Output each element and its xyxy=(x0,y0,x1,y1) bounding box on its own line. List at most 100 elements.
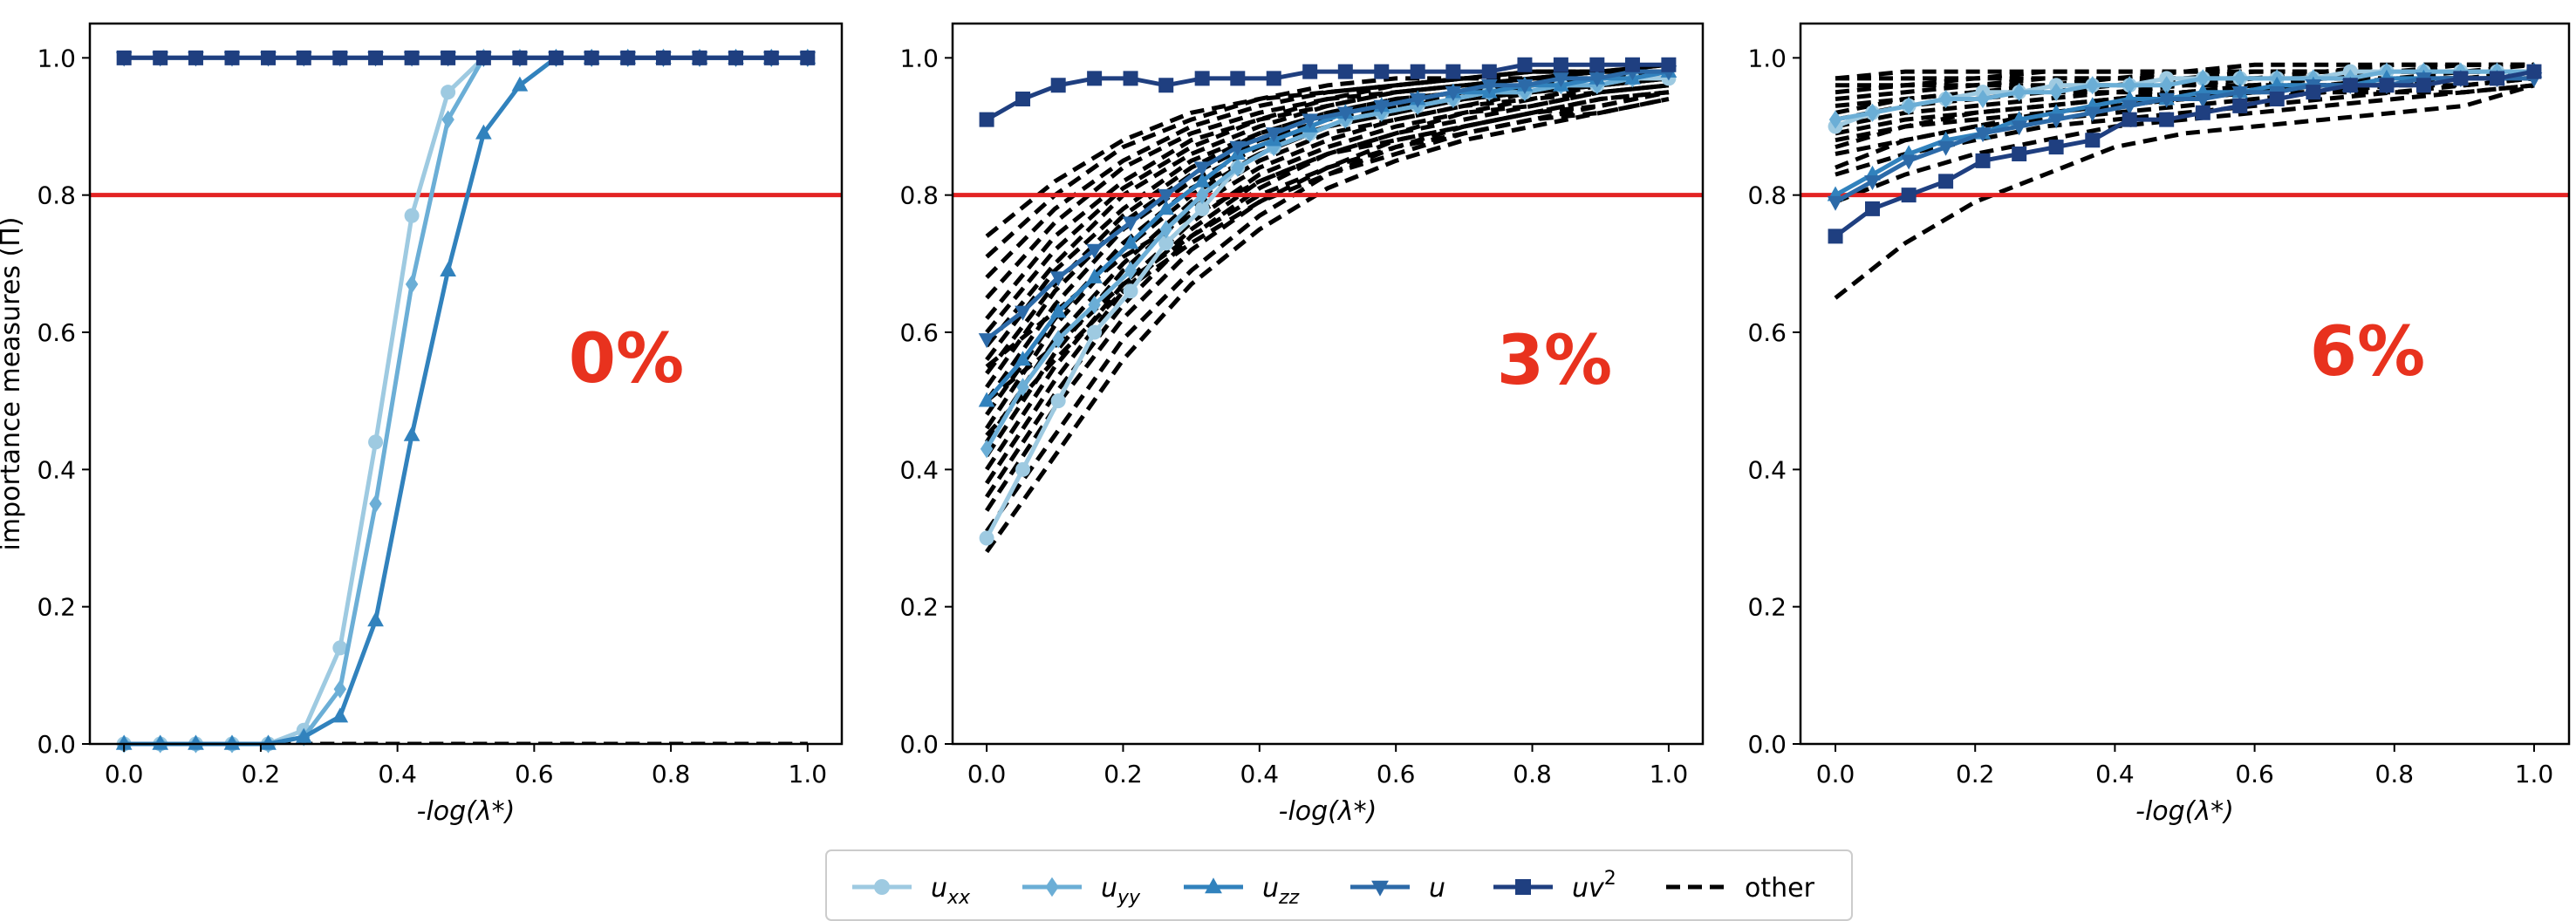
x-tick-label: 0.4 xyxy=(1240,760,1280,788)
data-point-u_zz xyxy=(511,76,529,92)
data-point-u_zz xyxy=(188,734,204,750)
legend-item-u_xx: uxx xyxy=(852,873,971,909)
data-point-uv2 xyxy=(692,50,707,65)
other-curve xyxy=(985,69,1670,375)
data-point-u xyxy=(1373,99,1390,115)
data-point-u_zz xyxy=(115,734,133,750)
data-point-u_zz xyxy=(260,734,277,750)
other-curve xyxy=(1835,83,2535,204)
data-point-u_zz xyxy=(1122,234,1139,249)
y-tick-label: 0.0 xyxy=(899,730,939,759)
other-curve xyxy=(985,76,1670,457)
x-tick-label: 0.8 xyxy=(1513,760,1552,788)
data-point-u_yy xyxy=(405,275,419,294)
legend: uxx uyy uzz u uv2 other xyxy=(825,849,1853,921)
data-point-u_yy xyxy=(2012,83,2026,102)
data-point-uv2 xyxy=(1901,188,1917,203)
data-point-uv2 xyxy=(655,50,671,65)
data-point-u_xx xyxy=(1050,393,1066,409)
axes-frame xyxy=(88,22,844,746)
legend-item-u: u xyxy=(1350,873,1445,904)
data-point-uv2 xyxy=(728,50,744,65)
data-point-uv2 xyxy=(261,50,277,65)
y-axis-label: importance measures (Π) xyxy=(0,217,26,551)
data-point-u_xx xyxy=(1158,235,1174,251)
data-point-u xyxy=(1516,79,1534,94)
data-point-uv2 xyxy=(1302,64,1318,79)
data-point-uv2 xyxy=(1661,57,1677,72)
data-point-uv2 xyxy=(2453,71,2469,86)
legend-frame xyxy=(825,849,1853,921)
data-point-u_yy xyxy=(1051,330,1065,349)
data-point-u xyxy=(2121,99,2138,115)
data-point-uv2 xyxy=(2415,78,2431,93)
data-point-uv2 xyxy=(1975,153,1991,168)
legend-label: uyy xyxy=(1101,873,1141,909)
other-curve xyxy=(985,62,1670,238)
data-point-uv2 xyxy=(512,50,528,65)
data-point-u_zz xyxy=(223,734,241,750)
legend-label: u xyxy=(1429,873,1445,904)
data-point-uv2 xyxy=(404,50,420,65)
panel-3-percent: 0.0 0.2 0.4 0.6 0.8 1.00.00.20.40.60.81.0 3% … xyxy=(899,22,1705,827)
data-point-u_xx xyxy=(1194,201,1210,216)
legend-marker xyxy=(1205,877,1222,894)
data-point-u_yy xyxy=(1088,295,1101,315)
noise-annotation: 3% xyxy=(1497,322,1612,400)
data-point-u_yy xyxy=(1159,220,1172,239)
data-point-uv2 xyxy=(1481,64,1497,79)
x-axis-label: -log(λ*) xyxy=(1279,796,1377,827)
data-point-u_xx xyxy=(404,208,420,223)
data-point-uv2 xyxy=(2342,78,2358,93)
x-tick-label: 0.4 xyxy=(2095,760,2135,788)
data-point-uv2 xyxy=(475,50,491,65)
data-point-u_zz xyxy=(1086,268,1103,283)
data-point-uv2 xyxy=(584,50,599,65)
data-point-u xyxy=(2047,113,2065,129)
data-point-uv2 xyxy=(2306,85,2321,100)
data-point-uv2 xyxy=(2526,64,2542,79)
y-tick-label: 0.8 xyxy=(1747,181,1787,210)
data-point-uv2 xyxy=(1266,71,1281,86)
data-point-uv2 xyxy=(368,50,384,65)
data-point-uv2 xyxy=(2195,105,2210,120)
axes-frame xyxy=(1799,22,2571,746)
data-point-uv2 xyxy=(1123,71,1138,86)
data-point-u_yy xyxy=(1268,137,1281,157)
data-point-u xyxy=(2231,85,2249,101)
data-point-u_yy xyxy=(1828,110,1842,129)
data-point-uv2 xyxy=(116,50,132,65)
data-point-uv2 xyxy=(188,50,203,65)
data-point-u xyxy=(1193,161,1211,177)
data-point-u_yy xyxy=(441,110,454,129)
data-point-u xyxy=(1409,92,1426,108)
data-point-uv2 xyxy=(441,50,456,65)
data-point-u_zz xyxy=(1193,172,1211,188)
data-point-u_yy xyxy=(2049,83,2063,102)
data-point-uv2 xyxy=(1410,64,1425,79)
data-point-uv2 xyxy=(332,50,348,65)
data-point-uv2 xyxy=(979,112,994,127)
data-point-u xyxy=(1049,271,1067,287)
x-tick-label: 0.4 xyxy=(378,760,417,788)
series-line-u_zz xyxy=(985,69,1670,403)
data-point-u_xx xyxy=(1015,461,1031,477)
data-point-uv2 xyxy=(153,50,168,65)
data-point-u_xx xyxy=(441,85,456,100)
data-point-uv2 xyxy=(1194,71,1210,86)
data-point-u_zz xyxy=(367,611,384,627)
y-tick-label: 0.4 xyxy=(899,455,939,484)
panel-0-percent: 0.0 0.2 0.4 0.6 0.8 1.00.00.20.40.60.81.0 0% … xyxy=(0,22,844,827)
data-point-u_yy xyxy=(2197,69,2210,88)
series-line-u_zz xyxy=(124,55,808,747)
x-tick-label: 0.2 xyxy=(242,760,281,788)
y-tick-label: 0.4 xyxy=(1747,455,1787,484)
data-point-u_yy xyxy=(1195,186,1209,205)
data-point-u_zz xyxy=(331,707,349,723)
x-tick-label: 0.0 xyxy=(105,760,144,788)
data-point-uv2 xyxy=(224,50,240,65)
data-point-uv2 xyxy=(2490,71,2505,86)
other-curve xyxy=(985,83,1670,499)
data-point-u xyxy=(1265,127,1282,143)
data-point-u_zz xyxy=(295,727,312,743)
